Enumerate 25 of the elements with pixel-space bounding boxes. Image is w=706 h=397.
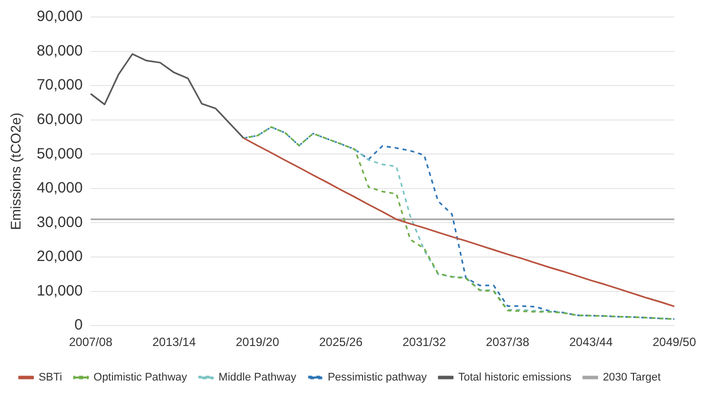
y-tick-label: 10,000 (36, 282, 83, 300)
legend-label: Total historic emissions (458, 372, 572, 384)
legend-label: SBTi (38, 372, 62, 384)
x-tick-label: 2007/08 (68, 335, 113, 350)
legend-label: Middle Pathway (218, 372, 297, 384)
x-tick-label: 2043/44 (569, 335, 613, 350)
y-axis-title: Emissions (tCO2e) (7, 112, 24, 230)
x-tick-label: 2037/38 (486, 335, 530, 350)
y-tick-label: 0 (74, 316, 83, 334)
y-tick-label: 20,000 (36, 248, 83, 266)
y-tick-label: 70,000 (36, 76, 83, 94)
y-tick-label: 60,000 (36, 111, 83, 128)
x-tick-label: 2013/14 (152, 335, 196, 350)
y-tick-label: 30,000 (36, 214, 83, 231)
legend-label: Optimistic Pathway (94, 372, 188, 384)
y-tick-label: 90,000 (36, 8, 83, 26)
x-tick-label: 2031/32 (402, 335, 446, 350)
x-tick-label: 2019/20 (236, 335, 280, 350)
y-tick-label: 50,000 (36, 145, 83, 162)
y-tick-label: 40,000 (36, 180, 83, 197)
y-tick-label: 80,000 (36, 42, 83, 60)
x-tick-label: 2025/26 (319, 335, 363, 350)
legend-label: 2030 Target (602, 372, 661, 384)
x-tick-label: 2049/50 (652, 335, 696, 350)
legend-label: Pessimistic pathway (328, 372, 428, 384)
